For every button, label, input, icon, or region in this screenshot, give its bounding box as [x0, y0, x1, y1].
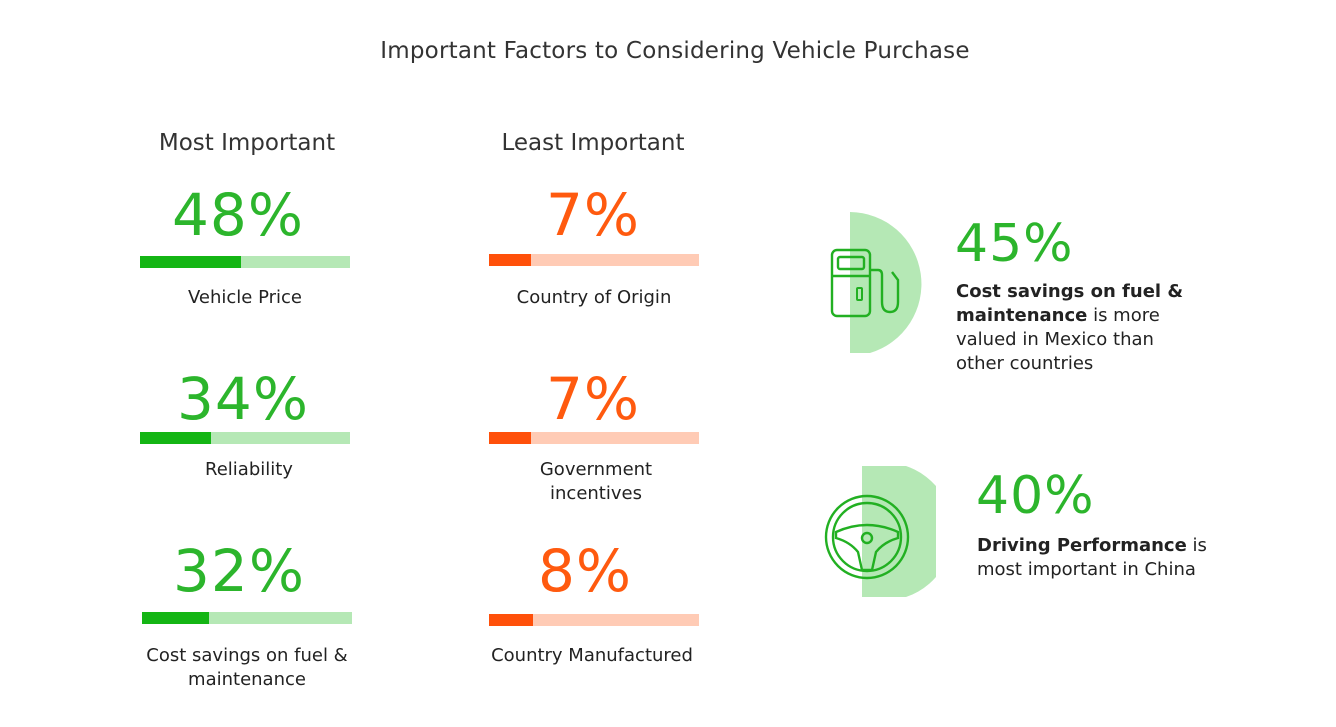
least-important-bar-fill-1: [489, 254, 531, 266]
callout-stat-1: 45%: [955, 214, 1074, 274]
callout-text-1: Cost savings on fuel & maintenance is mo…: [956, 280, 1206, 376]
least-important-label-2: Government incentives: [539, 459, 653, 504]
fuel-pump-icon: [830, 212, 922, 353]
most-important-bar-fill-3: [142, 612, 210, 624]
least-important-bar-1: [489, 254, 699, 266]
page-title: Important Factors to Considering Vehicle…: [380, 38, 970, 64]
least-important-heading: Least Important: [501, 130, 685, 156]
least-important-bar-2: [489, 432, 699, 444]
most-important-label-2: Reliability: [205, 459, 293, 480]
least-important-bar-fill-2: [489, 432, 531, 444]
least-important-stat-2: 7%: [545, 365, 640, 433]
most-important-bar-3: [142, 612, 352, 624]
most-important-bar-2: [140, 432, 350, 444]
callout-bold-1: Cost savings on fuel & maintenance: [956, 281, 1184, 326]
least-important-label-3: Country Manufactured: [491, 645, 693, 666]
most-important-stat-2: 34%: [177, 365, 309, 433]
callout-bold-2: Driving Performance: [977, 535, 1187, 556]
least-important-bar-fill-3: [489, 614, 534, 626]
most-important-label-3: Cost savings on fuel & maintenance: [146, 645, 348, 690]
callout-body-1: is more valued in Mexico than other coun…: [956, 305, 1160, 374]
callout-text-2: Driving Performance is most important in…: [977, 534, 1217, 582]
callout-body-2: is most important in China: [977, 535, 1207, 580]
least-important-label-1: Country of Origin: [516, 287, 672, 308]
least-important-bar-3: [489, 614, 699, 626]
callout-stat-2: 40%: [976, 466, 1095, 526]
least-important-stat-3: 8%: [537, 537, 632, 605]
steering-wheel-icon: [824, 466, 936, 597]
most-important-heading: Most Important: [158, 130, 336, 156]
most-important-bar-1: [140, 256, 350, 268]
least-important-stat-1: 7%: [545, 181, 640, 249]
most-important-stat-3: 32%: [173, 537, 305, 605]
most-important-bar-fill-1: [140, 256, 241, 268]
most-important-stat-1: 48%: [172, 181, 304, 249]
most-important-label-1: Vehicle Price: [187, 287, 302, 308]
most-important-bar-fill-2: [140, 432, 212, 444]
